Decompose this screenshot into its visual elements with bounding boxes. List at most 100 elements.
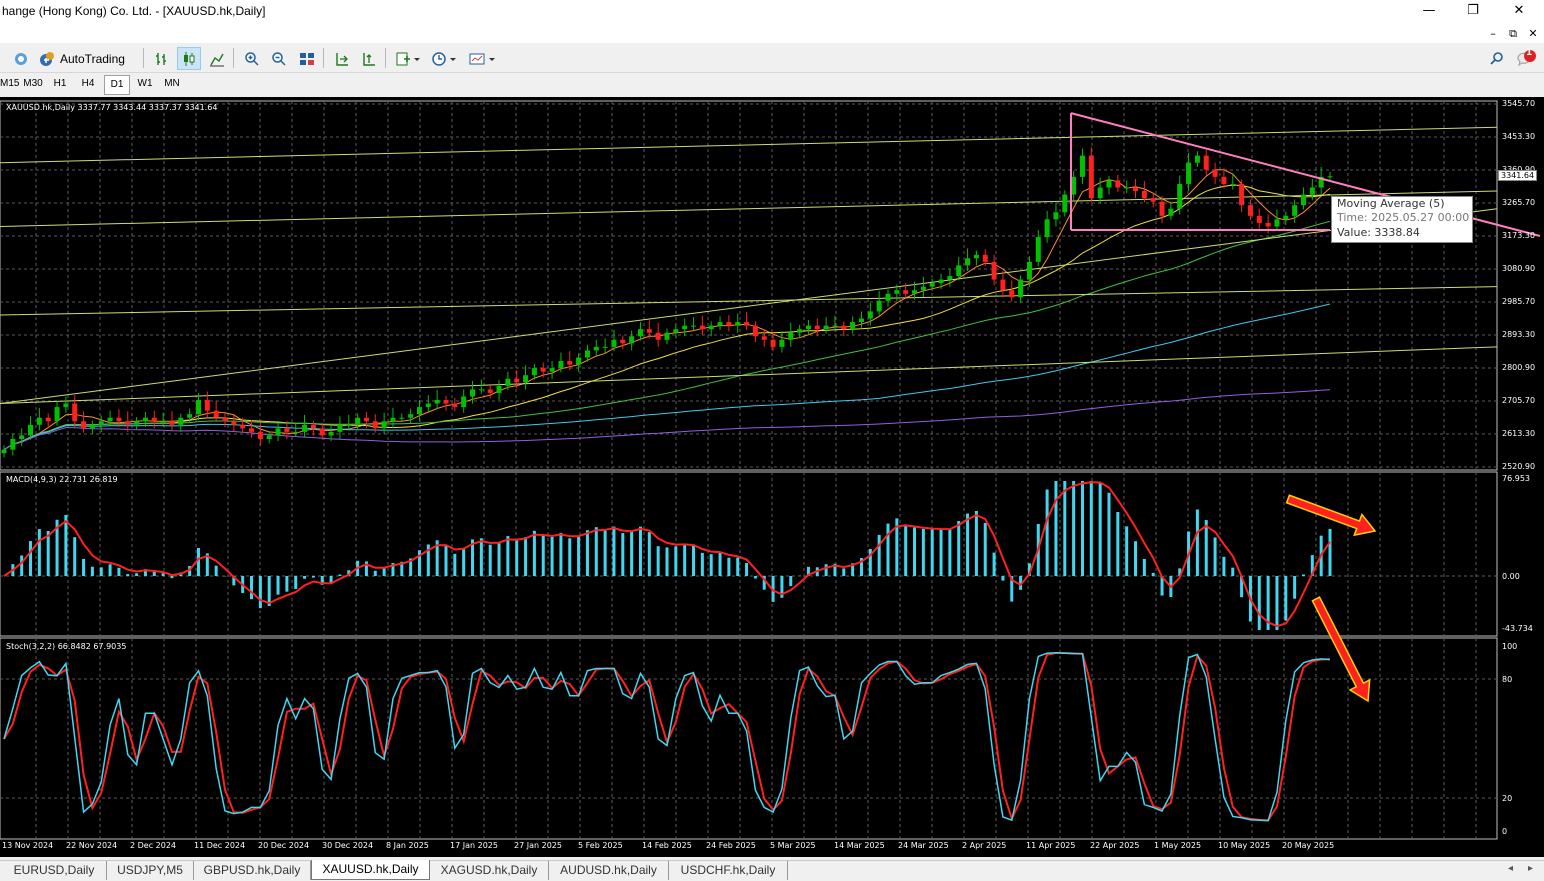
candle-body	[443, 400, 449, 404]
timeframe-h1[interactable]: H1	[53, 78, 67, 89]
stoch-main-line	[3, 652, 1331, 822]
maximize-button[interactable]: ❐	[1467, 3, 1479, 18]
chart-shift-icon[interactable]	[330, 47, 354, 70]
autotrading-button[interactable]: AutoTrading	[37, 47, 135, 70]
candle-body	[584, 350, 590, 358]
macd-tick: 76.953	[1502, 474, 1530, 483]
chart-tabs: EURUSD,Daily USDJPY,M5 GBPUSD.hk,Daily X…	[0, 860, 1544, 881]
date-tick: 24 Feb 2025	[706, 841, 756, 850]
mdi-minimize-icon[interactable]: –	[1490, 27, 1496, 40]
stoch-tick: 20	[1502, 794, 1513, 803]
candle-body	[1256, 215, 1262, 223]
price-tick: 2800.90	[1502, 363, 1536, 372]
zoom-in-icon[interactable]	[240, 47, 264, 70]
timeframe-h4[interactable]: H4	[81, 78, 95, 89]
date-tick: 10 May 2025	[1218, 841, 1271, 850]
indicators-dropdown-icon[interactable]	[392, 47, 424, 70]
candle-body	[390, 417, 396, 422]
candle-body	[1018, 279, 1024, 298]
close-button[interactable]: ✕	[1513, 3, 1525, 18]
candle-body	[1239, 183, 1245, 206]
candle-body	[850, 322, 856, 330]
minimize-button[interactable]: —	[1422, 3, 1436, 18]
candle-body	[470, 389, 476, 397]
date-tick: 24 Mar 2025	[898, 841, 949, 850]
candle-body	[63, 403, 69, 408]
price-tick: 3265.70	[1502, 198, 1536, 207]
mdi-close-icon[interactable]: ✕	[1528, 27, 1538, 40]
candle-body	[1327, 176, 1333, 178]
tab-eurusd[interactable]: EURUSD,Daily	[2, 861, 107, 880]
tab-audusd[interactable]: AUDUSD.hk,Daily	[549, 861, 669, 880]
notifications-icon[interactable]: 1	[1513, 47, 1541, 70]
timeframe-w1[interactable]: W1	[137, 78, 153, 89]
date-tick: 20 May 2025	[1282, 841, 1335, 850]
timeframe-m30[interactable]: M30	[23, 78, 43, 89]
candle-body	[938, 279, 944, 284]
candle-body	[160, 421, 166, 423]
candle-body	[664, 332, 670, 340]
candle-body	[744, 322, 750, 326]
tab-xauusd[interactable]: XAUUSD.hk,Daily	[311, 860, 430, 880]
date-tick: 8 Jan 2025	[386, 841, 429, 850]
periods-dropdown-icon[interactable]	[428, 47, 460, 70]
candle-body	[965, 258, 971, 266]
candle-body	[266, 435, 272, 439]
timeframe-mn[interactable]: MN	[164, 78, 180, 89]
ma-line-200	[3, 389, 1331, 451]
window-titlebar: hange (Hong Kong) Co. Ltd. - [XAUUSD.hk,…	[0, 0, 1544, 23]
templates-dropdown-icon[interactable]	[465, 47, 499, 70]
candle-body	[1230, 183, 1236, 185]
candle-body	[187, 414, 193, 418]
search-icon[interactable]	[1486, 47, 1508, 70]
mdi-restore-icon[interactable]: ⧉	[1509, 27, 1517, 40]
candle-body	[1177, 183, 1183, 209]
chart-window[interactable]: XAUUSD.hk,Daily 3337.77 3343.44 3337.37 …	[0, 97, 1544, 857]
price-tick: 3453.30	[1502, 132, 1536, 141]
candle-body	[1292, 205, 1298, 216]
signal-icon[interactable]	[10, 47, 32, 70]
candle-body	[1212, 169, 1218, 177]
candle-body	[779, 339, 785, 347]
autotrading-icon	[40, 51, 54, 66]
candle-body	[381, 421, 387, 429]
timeframe-m15[interactable]: M15	[0, 78, 20, 89]
timeframe-d1[interactable]: D1	[104, 75, 130, 95]
tab-usdchf[interactable]: USDCHF.hk,Daily	[669, 861, 788, 880]
candle-body	[682, 325, 688, 330]
date-tick: 1 May 2025	[1154, 841, 1202, 850]
tile-windows-icon[interactable]	[295, 47, 319, 70]
line-chart-icon[interactable]	[205, 47, 229, 70]
tab-scroll-right-icon[interactable]: ▸	[1528, 863, 1534, 874]
candle-body	[912, 290, 918, 294]
zoom-out-icon[interactable]	[267, 47, 291, 70]
candle-body	[558, 361, 564, 369]
tab-gbpusd[interactable]: GBPUSD.hk,Daily	[194, 861, 311, 880]
stoch-signal-line	[3, 652, 1331, 822]
channel-line	[0, 126, 1498, 164]
bar-chart-icon[interactable]	[150, 47, 174, 70]
candle-body	[151, 417, 157, 422]
candle-body	[655, 332, 661, 340]
channel-line	[0, 190, 1498, 227]
candle-body	[920, 286, 926, 291]
chart-canvas[interactable]	[0, 97, 1544, 857]
date-tick: 2 Apr 2025	[962, 841, 1007, 850]
tab-xagusd[interactable]: XAGUSD.hk,Daily	[430, 861, 549, 880]
channel-line	[0, 208, 1498, 405]
price-tick: 2613.30	[1502, 429, 1536, 438]
candle-body	[947, 276, 953, 280]
candle-body	[1026, 261, 1032, 280]
candle-body	[372, 421, 378, 429]
candle-body	[1150, 198, 1156, 202]
candlestick-chart-icon[interactable]	[177, 47, 201, 70]
date-tick: 14 Feb 2025	[642, 841, 692, 850]
macd-pane-frame	[0, 471, 1498, 637]
tab-usdjpy[interactable]: USDJPY,M5	[107, 861, 194, 880]
macd-signal-line	[3, 481, 1331, 628]
candle-body	[1088, 155, 1094, 199]
autoscroll-icon[interactable]	[357, 47, 381, 70]
stoch-tick: 100	[1502, 642, 1518, 651]
candle-body	[611, 339, 617, 347]
tab-scroll-left-icon[interactable]: ◂	[1508, 863, 1514, 874]
